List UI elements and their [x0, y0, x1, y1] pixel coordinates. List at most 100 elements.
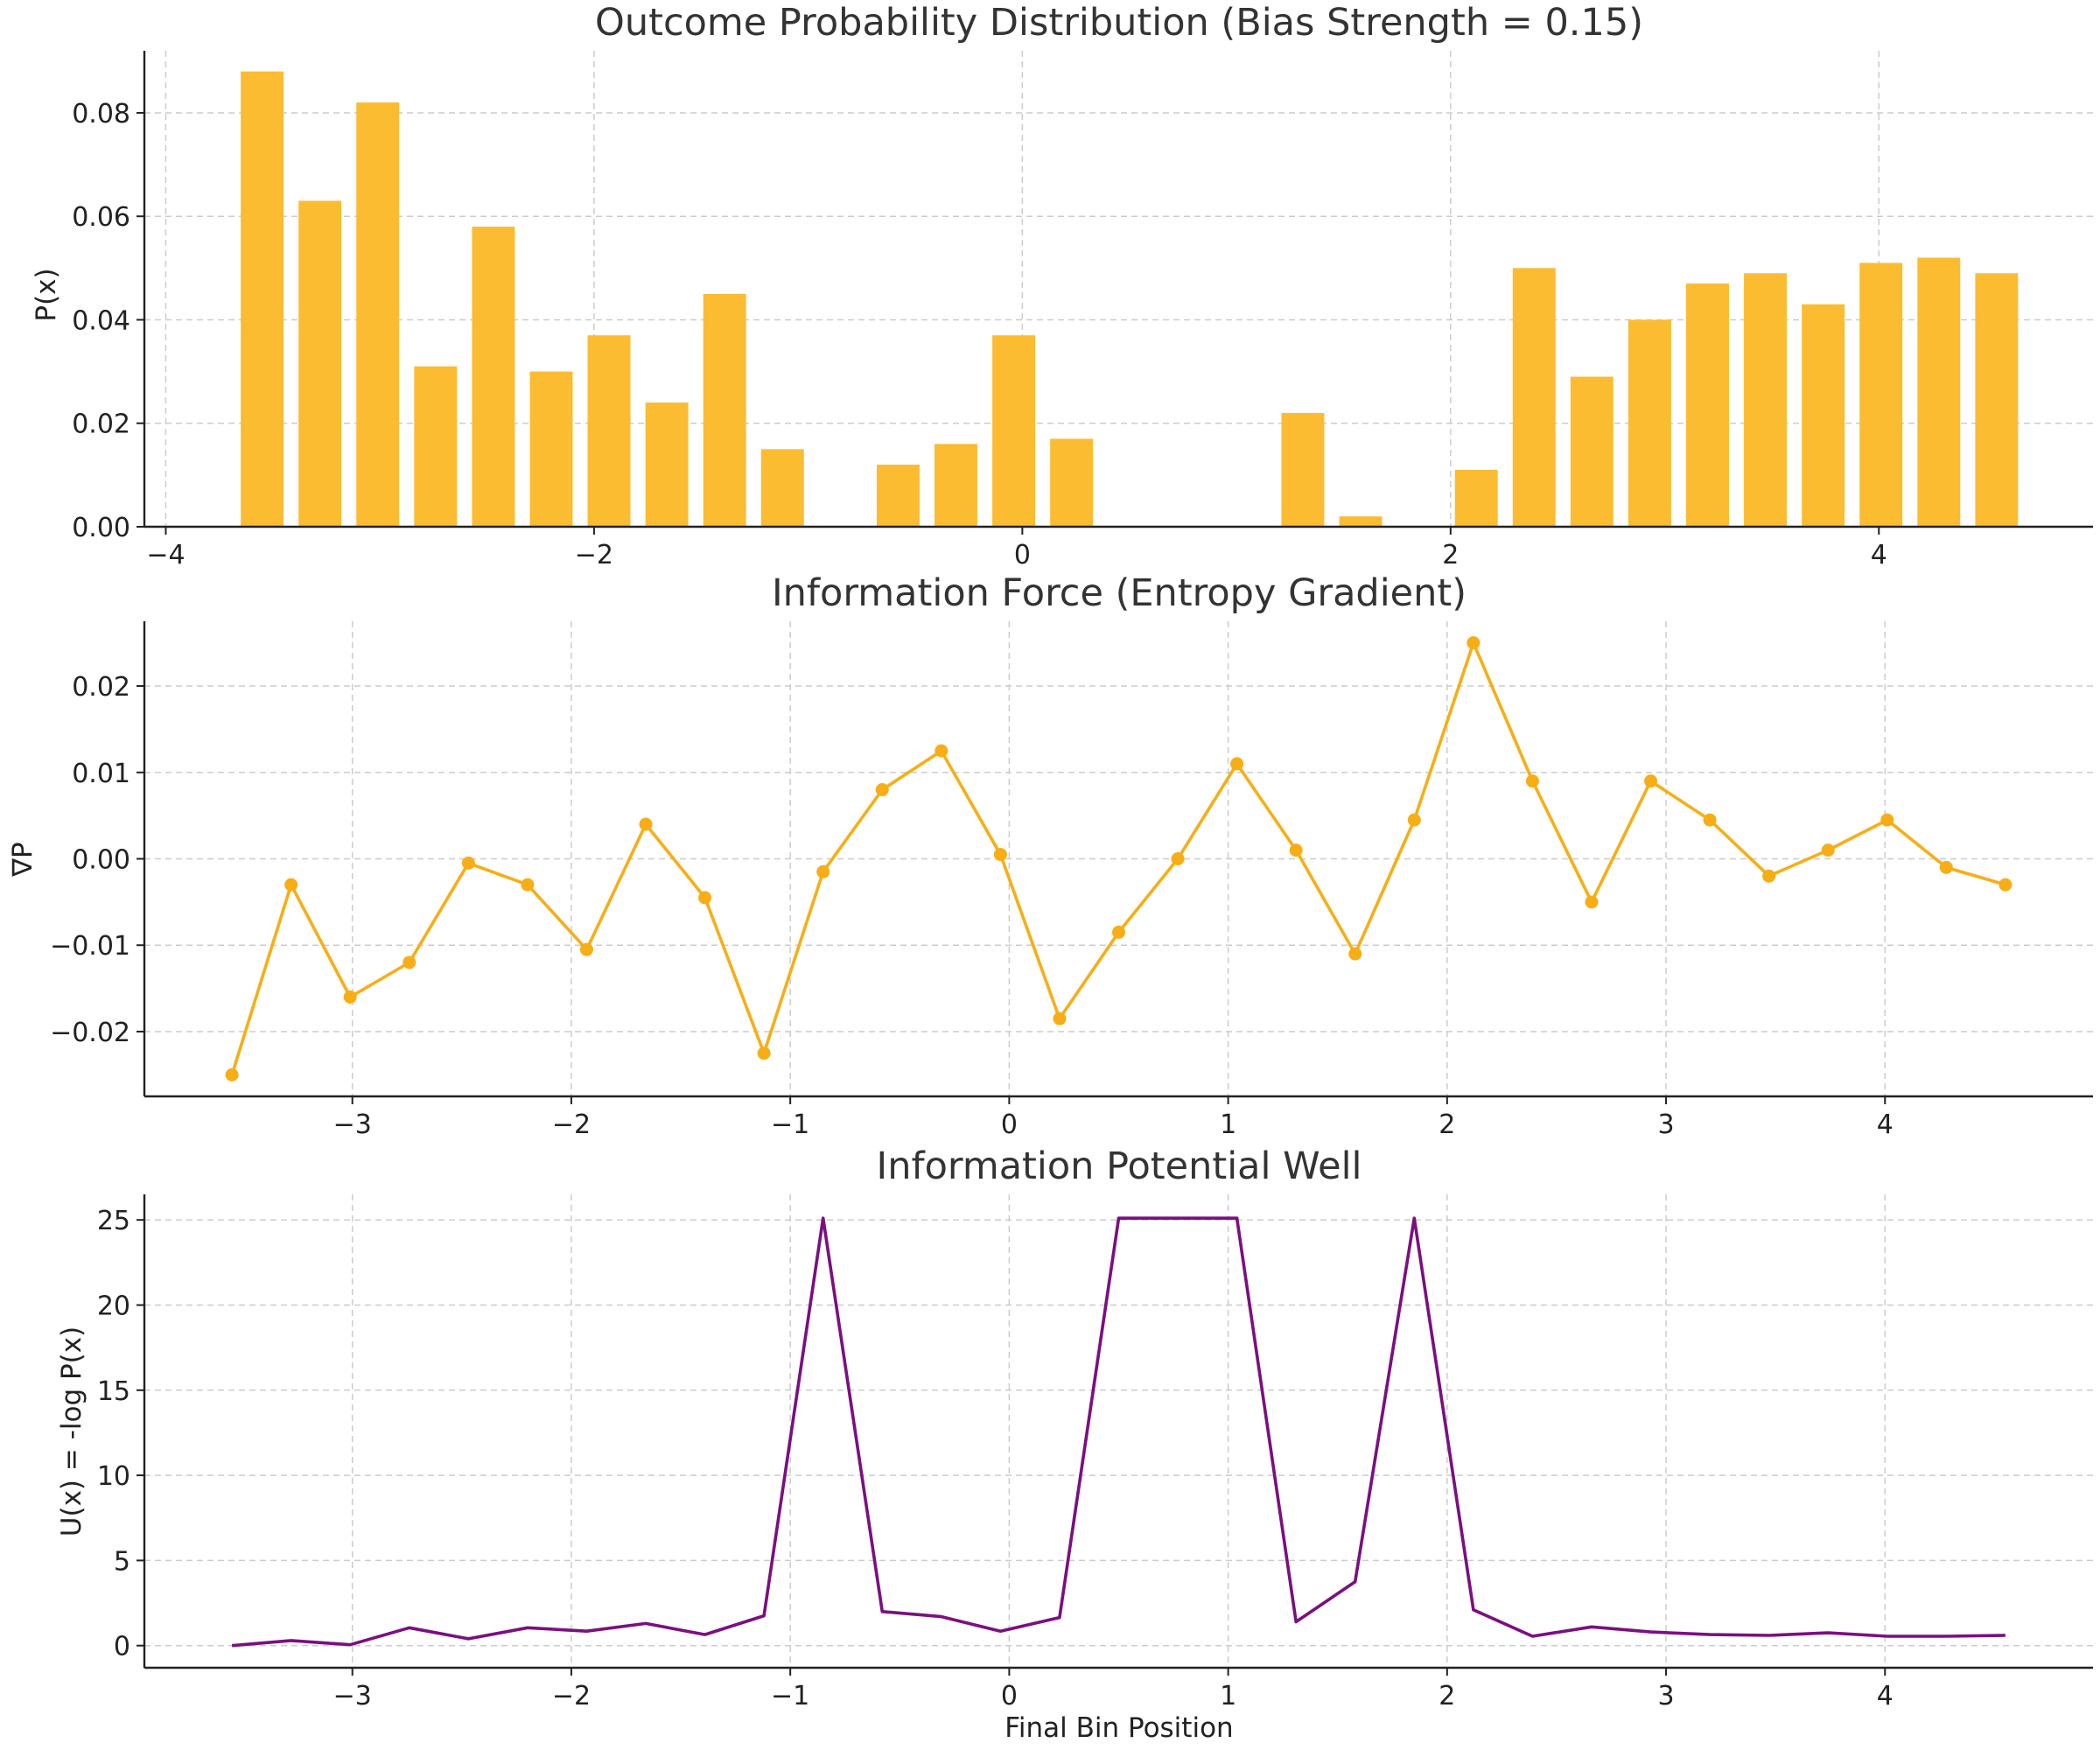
- probability-ytick-label: 0.02: [72, 410, 130, 440]
- force-xtick-label: −2: [552, 1110, 591, 1140]
- force-ylabel: ∇P: [7, 842, 38, 877]
- force-ytick-label: −0.01: [50, 931, 130, 962]
- probability-xtick-label: 0: [1014, 540, 1031, 570]
- force-point: [343, 990, 357, 1004]
- probability-bar: [1975, 273, 2019, 527]
- force-point: [1466, 636, 1480, 650]
- probability-bar: [1859, 262, 1903, 527]
- probability-grid: [144, 51, 2093, 528]
- probability-bar: [934, 444, 977, 527]
- force-point: [284, 878, 298, 892]
- force-point: [579, 942, 593, 956]
- probability-xtick-label: 2: [1442, 540, 1459, 570]
- probability-bar: [992, 335, 1036, 527]
- potential-series: [231, 1216, 2006, 1648]
- probability-bars: [241, 71, 2019, 528]
- potential-xtick-label: 0: [1001, 1681, 1018, 1712]
- force-point: [757, 1046, 771, 1060]
- probability-ylabel: P(x): [31, 268, 62, 321]
- force-point: [521, 878, 535, 892]
- probability-bar: [1570, 376, 1614, 527]
- force-point: [1703, 813, 1717, 827]
- potential-line: [231, 1216, 2006, 1648]
- force-point: [875, 783, 889, 797]
- potential-xtick-label: 1: [1220, 1681, 1236, 1712]
- potential-xtick-label: 4: [1877, 1681, 1894, 1712]
- force-point: [1348, 947, 1362, 961]
- potential-xtick-label: 3: [1658, 1681, 1675, 1712]
- probability-bar: [1744, 273, 1788, 527]
- force-point: [816, 864, 830, 878]
- probability-bar: [298, 200, 342, 527]
- potential-axes: [143, 1194, 2093, 1670]
- probability-bar: [1802, 304, 1845, 527]
- force-xtick-label: 2: [1438, 1110, 1455, 1140]
- force-xtick-label: −3: [333, 1110, 372, 1140]
- probability-bar: [356, 102, 400, 527]
- probability-bar: [876, 465, 920, 527]
- force-point: [1762, 869, 1776, 883]
- force-point: [1998, 878, 2012, 892]
- force-xtick-label: 1: [1220, 1110, 1236, 1140]
- probability-bar: [1512, 268, 1556, 527]
- potential-xtick-label: −2: [552, 1681, 591, 1712]
- force-point: [698, 891, 712, 905]
- probability-xtick-label: −2: [575, 540, 613, 570]
- potential-ylabel: U(x) = -log P(x): [56, 1326, 88, 1536]
- force-point: [1112, 925, 1125, 939]
- probability-xtick-label: 4: [1871, 540, 1887, 570]
- force-point: [1525, 774, 1539, 788]
- probability-ytick-label: 0.08: [72, 99, 130, 130]
- force-point: [225, 1068, 239, 1082]
- probability-bar: [1454, 469, 1498, 527]
- probability-bar: [645, 402, 689, 527]
- potential-ytick-label: 20: [97, 1291, 130, 1321]
- potential-ytick-label: 10: [97, 1461, 130, 1492]
- force-xtick-label: 4: [1877, 1110, 1894, 1140]
- probability-ytick-label: 0.04: [72, 305, 130, 336]
- potential-ytick-label: 5: [114, 1546, 130, 1577]
- potential-ytick-label: 15: [97, 1376, 130, 1407]
- force-point: [1585, 895, 1599, 909]
- force-xtick-label: 0: [1001, 1110, 1018, 1140]
- probability-ytick-label: 0.06: [72, 202, 130, 233]
- force-point: [1880, 813, 1894, 827]
- potential-xtick-label: −3: [333, 1681, 372, 1712]
- potential-ytick-label: 0: [114, 1632, 130, 1662]
- probability-title: Outcome Probability Distribution (Bias S…: [595, 1, 1643, 45]
- probability-bar: [472, 227, 515, 527]
- potential-xtick-label: −1: [771, 1681, 809, 1712]
- force-point: [1939, 860, 1953, 874]
- probability-panel: Outcome Probability Distribution (Bias S…: [31, 1, 2093, 570]
- probability-bar: [241, 71, 284, 528]
- force-ytick-label: −0.02: [50, 1018, 130, 1048]
- force-ytick-label: 0.02: [72, 672, 130, 703]
- force-series: [225, 636, 2012, 1082]
- potential-grid: [144, 1194, 2093, 1668]
- probability-bar: [587, 335, 631, 527]
- probability-bar: [1050, 438, 1094, 527]
- force-point: [1053, 1012, 1067, 1026]
- potential-xlabel: Final Bin Position: [1004, 1712, 1233, 1744]
- potential-panel: Information Potential Well U(x) = -log P…: [56, 1144, 2093, 1744]
- probability-ytick-label: 0.00: [72, 513, 130, 543]
- force-xtick-label: 3: [1658, 1110, 1675, 1140]
- force-point: [639, 817, 653, 831]
- force-point: [1171, 852, 1185, 865]
- probability-bar: [414, 366, 458, 527]
- probability-bar: [703, 293, 746, 527]
- force-point: [1821, 844, 1835, 858]
- potential-xtick-label: 2: [1438, 1681, 1455, 1712]
- force-title: Information Force (Entropy Gradient): [772, 571, 1466, 615]
- force-grid: [144, 621, 2093, 1096]
- probability-xtick-label: −4: [146, 540, 185, 570]
- force-panel: Information Force (Entropy Gradient) ∇P …: [7, 571, 2093, 1140]
- force-ytick-label: 0.01: [72, 759, 130, 789]
- probability-bar: [1281, 412, 1325, 527]
- force-point: [1407, 813, 1421, 827]
- potential-title: Information Potential Well: [877, 1144, 1362, 1188]
- probability-ticks: −4 −2 0 2 4 0.00 0.02 0.04 0.06 0.08: [72, 99, 1887, 570]
- probability-bar: [1339, 516, 1382, 527]
- force-xtick-label: −1: [771, 1110, 809, 1140]
